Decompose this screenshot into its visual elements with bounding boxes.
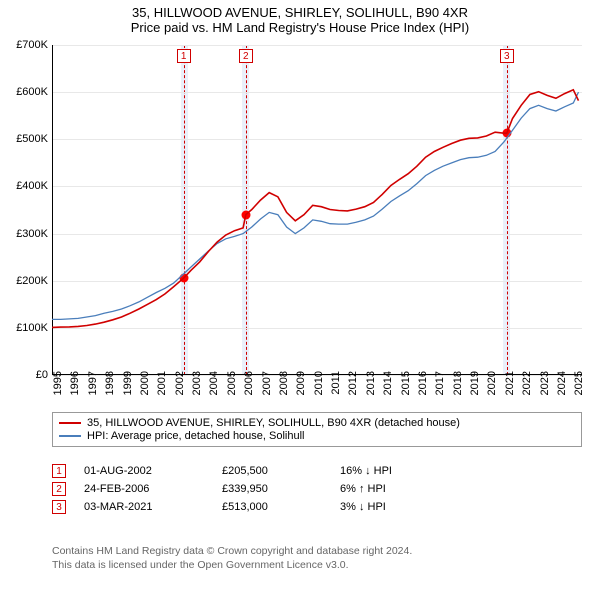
legend-box: 35, HILLWOOD AVENUE, SHIRLEY, SOLIHULL, … bbox=[52, 412, 582, 447]
footer-line2: This data is licensed under the Open Gov… bbox=[52, 559, 582, 573]
series-line-property bbox=[52, 90, 579, 328]
line-series-svg bbox=[52, 45, 582, 375]
legend-swatch-property bbox=[59, 422, 81, 424]
y-tick-label: £100K bbox=[0, 322, 48, 334]
sale-number-box: 1 bbox=[52, 464, 66, 478]
legend-row-property: 35, HILLWOOD AVENUE, SHIRLEY, SOLIHULL, … bbox=[59, 417, 575, 429]
sales-table-row: 1 01-AUG-2002 £205,500 16% ↓ HPI bbox=[52, 464, 582, 478]
sale-price: £205,500 bbox=[222, 465, 322, 477]
sale-delta: 16% ↓ HPI bbox=[340, 465, 440, 477]
sale-date: 03-MAR-2021 bbox=[84, 501, 204, 513]
y-tick-label: £500K bbox=[0, 133, 48, 145]
y-tick-label: £0 bbox=[0, 369, 48, 381]
sale-number-box: 2 bbox=[52, 482, 66, 496]
sale-price: £339,950 bbox=[222, 483, 322, 495]
legend-label-property: 35, HILLWOOD AVENUE, SHIRLEY, SOLIHULL, … bbox=[87, 417, 460, 429]
sale-date: 01-AUG-2002 bbox=[84, 465, 204, 477]
legend-swatch-hpi bbox=[59, 435, 81, 437]
sale-date: 24-FEB-2006 bbox=[84, 483, 204, 495]
legend-label-hpi: HPI: Average price, detached house, Soli… bbox=[87, 430, 305, 442]
y-tick-label: £200K bbox=[0, 275, 48, 287]
y-tick-label: £700K bbox=[0, 39, 48, 51]
sale-price: £513,000 bbox=[222, 501, 322, 513]
title-block: 35, HILLWOOD AVENUE, SHIRLEY, SOLIHULL, … bbox=[0, 0, 600, 37]
sales-table-row: 3 03-MAR-2021 £513,000 3% ↓ HPI bbox=[52, 500, 582, 514]
sales-table-row: 2 24-FEB-2006 £339,950 6% ↑ HPI bbox=[52, 482, 582, 496]
chart-container: 35, HILLWOOD AVENUE, SHIRLEY, SOLIHULL, … bbox=[0, 0, 600, 590]
legend-row-hpi: HPI: Average price, detached house, Soli… bbox=[59, 430, 575, 442]
y-tick-label: £600K bbox=[0, 86, 48, 98]
sale-delta: 6% ↑ HPI bbox=[340, 483, 440, 495]
chart-title-line2: Price paid vs. HM Land Registry's House … bbox=[0, 20, 600, 35]
footer-attribution: Contains HM Land Registry data © Crown c… bbox=[52, 545, 582, 572]
y-tick-label: £300K bbox=[0, 228, 48, 240]
chart-title-line1: 35, HILLWOOD AVENUE, SHIRLEY, SOLIHULL, … bbox=[0, 5, 600, 20]
footer-line1: Contains HM Land Registry data © Crown c… bbox=[52, 545, 582, 559]
sales-table: 1 01-AUG-2002 £205,500 16% ↓ HPI 2 24-FEB-200… bbox=[52, 460, 582, 518]
sale-number-box: 3 bbox=[52, 500, 66, 514]
y-tick-label: £400K bbox=[0, 180, 48, 192]
chart-plot-area: 123£0£100K£200K£300K£400K£500K£600K£700K… bbox=[52, 45, 582, 375]
sale-delta: 3% ↓ HPI bbox=[340, 501, 440, 513]
